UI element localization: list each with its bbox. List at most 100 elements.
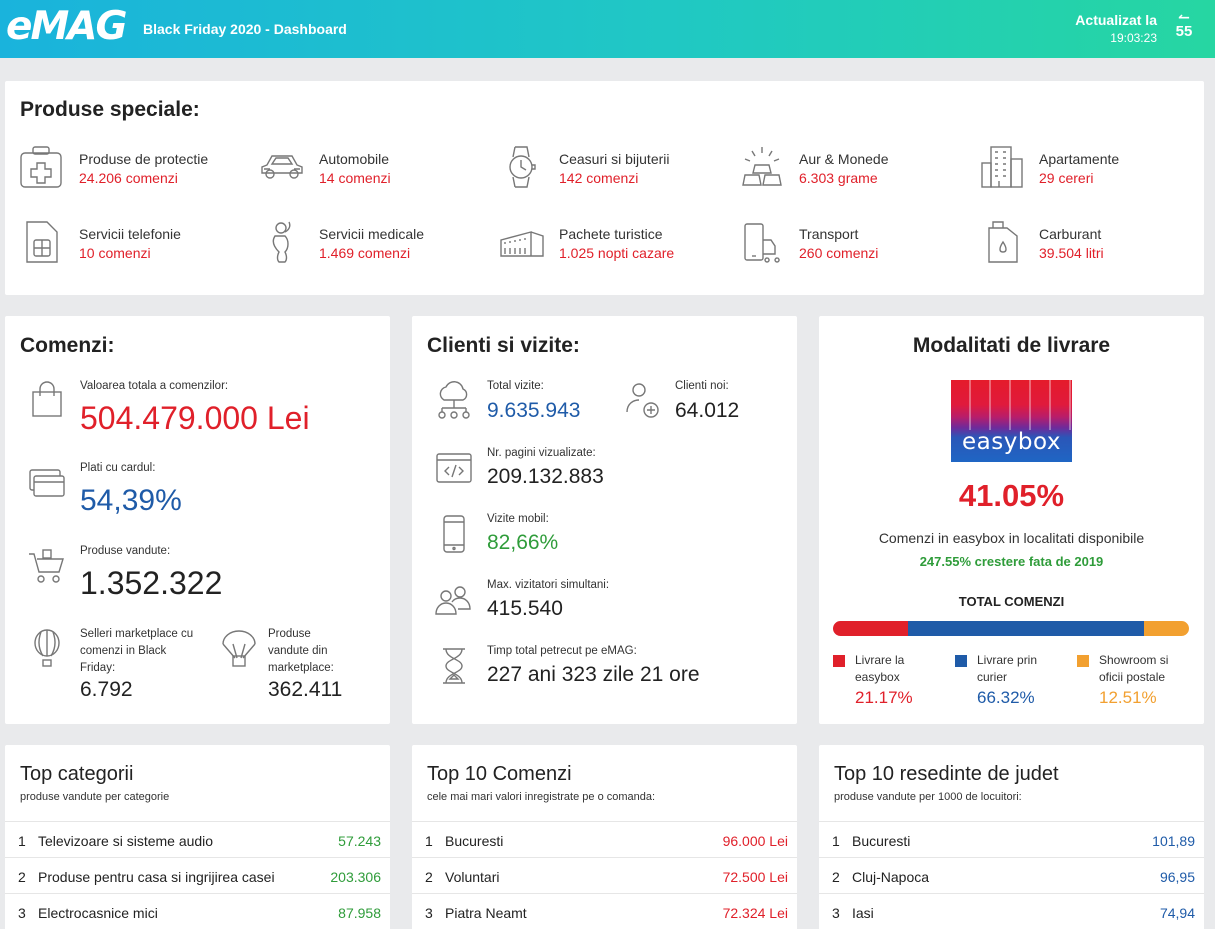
total-value: 504.479.000 Lei — [80, 400, 310, 436]
legend-swatch-red — [833, 655, 845, 667]
refresh-count: 55 — [1175, 23, 1193, 40]
orders-title: Comenzi: — [20, 334, 115, 357]
table-row[interactable]: 3 Piatra Neamt 72.324 Lei — [412, 893, 797, 929]
legend-value: 66.32% — [977, 688, 1035, 707]
table-row[interactable]: 1 Televizoare si sisteme audio 57.243 — [5, 821, 390, 857]
row-rank: 2 — [832, 869, 840, 885]
updated-time: 19:03:23 — [1110, 31, 1157, 45]
row-value: 96.000 Lei — [722, 833, 788, 849]
marketplace-products-value: 362.411 — [268, 678, 343, 701]
row-rank: 3 — [425, 905, 433, 921]
top-counties-title: Top 10 resedinte de judet — [834, 763, 1059, 785]
special-item-value: 1.469 comenzi — [319, 245, 411, 261]
row-value: 96,95 — [1159, 869, 1195, 885]
special-item-name: Servicii medicale — [319, 226, 425, 242]
total-visits-label: Total vizite: — [487, 380, 544, 392]
top-orders-subtitle: cele mai mari valori inregistrate pe o c… — [427, 791, 656, 803]
row-name: Voluntari — [445, 869, 500, 885]
dashboard-title: Black Friday 2020 - Dashboard — [143, 21, 347, 37]
special-item-name: Transport — [799, 226, 859, 242]
clients-card: Clienti si vizite: Total vizite: 9.635.9… — [412, 316, 797, 724]
row-name: Televizoare si sisteme audio — [38, 833, 214, 849]
special-item: Servicii medicale 1.469 comenzi — [259, 218, 489, 268]
page-views-value: 209.132.883 — [487, 465, 604, 488]
emag-logo[interactable]: eMAG — [6, 4, 127, 49]
row-rank: 1 — [425, 833, 433, 849]
smartphone-icon — [443, 515, 465, 553]
mobile-visits-value: 82,66% — [487, 531, 559, 554]
sellers-value: 6.792 — [80, 678, 133, 701]
easybox-brand: easybox — [962, 429, 1061, 455]
row-value: 72.324 Lei — [722, 905, 788, 921]
total-time-value: 227 ani 323 zile 21 ore — [487, 663, 700, 686]
special-item: Ceasuri si bijuterii 142 comenzi — [499, 143, 729, 193]
top-categories-card: Top categorii produse vandute per catego… — [5, 745, 390, 929]
row-rank: 1 — [832, 833, 840, 849]
card-payments-label: Plati cu cardul: — [80, 462, 156, 474]
special-products-title: Produse speciale: — [20, 98, 200, 121]
special-item-name: Pachete turistice — [559, 226, 663, 242]
phone-delivery-icon — [744, 223, 780, 263]
fuel-can-icon — [988, 221, 1018, 263]
delivery-share-bar — [833, 621, 1189, 636]
total-orders-label: TOTAL COMENZI — [958, 594, 1065, 609]
table-row[interactable]: 2 Produse pentru casa si ingrijirea case… — [5, 857, 390, 893]
shopping-bag-icon — [32, 381, 62, 417]
total-time-label: Timp total petrecut pe eMAG: — [487, 645, 637, 657]
row-value: 74,94 — [1159, 905, 1195, 921]
special-item-name: Apartamente — [1039, 151, 1120, 167]
table-row[interactable]: 2 Cluj-Napoca 96,95 — [819, 857, 1204, 893]
browser-code-icon — [436, 453, 472, 483]
easybox-percent: 41.05% — [958, 478, 1065, 513]
legend-value: 12.51% — [1099, 688, 1157, 707]
table-row[interactable]: 3 Electrocasnice mici 87.958 — [5, 893, 390, 929]
first-aid-kit-icon — [20, 146, 62, 188]
top-orders-card: Top 10 Comenzi cele mai mari valori inre… — [412, 745, 797, 929]
special-item-value: 142 comenzi — [559, 170, 639, 186]
total-value-label: Valoarea totala a comenzilor: — [80, 380, 229, 392]
row-rank: 1 — [18, 833, 26, 849]
special-item: Apartamente 29 cereri — [979, 143, 1209, 193]
special-item-value: 260 comenzi — [799, 245, 879, 261]
easybox-description: Comenzi in easybox in localitati disponi… — [878, 530, 1145, 546]
special-item-name: Produse de protectie — [79, 151, 209, 167]
special-item-value: 14 comenzi — [319, 170, 391, 186]
special-item-name: Ceasuri si bijuterii — [559, 151, 670, 167]
table-row[interactable]: 3 Iasi 74,94 — [819, 893, 1204, 929]
medical-icon — [272, 221, 291, 263]
special-item: Produse de protectie 24.206 comenzi — [19, 143, 249, 193]
building-icon — [981, 146, 1023, 188]
row-name: Bucuresti — [852, 833, 911, 849]
sim-card-icon — [26, 221, 58, 263]
refresh-icon: ↼ — [1178, 9, 1190, 25]
top-categories-subtitle: produse vandute per categorie — [20, 791, 170, 803]
refresh-countdown[interactable]: ↼ 55 — [1173, 9, 1195, 41]
row-name: Piatra Neamt — [445, 905, 527, 921]
legend-courier: Livrare prin curier 66.32% — [955, 652, 1070, 708]
legend-label: Livrare prin curier — [977, 653, 1038, 684]
table-row[interactable]: 1 Bucuresti 101,89 — [819, 821, 1204, 857]
credit-card-icon — [29, 469, 65, 497]
top-counties-card: Top 10 resedinte de judet produse vandut… — [819, 745, 1204, 929]
special-item: Aur & Monede 6.303 grame — [739, 143, 969, 193]
legend-swatch-blue — [955, 655, 967, 667]
new-clients-label: Clienti noi: — [675, 380, 729, 392]
special-item: Pachete turistice 1.025 nopti cazare — [499, 218, 729, 268]
row-name: Iasi — [852, 905, 874, 921]
row-name: Bucuresti — [445, 833, 504, 849]
table-row[interactable]: 2 Voluntari 72.500 Lei — [412, 857, 797, 893]
legend-easybox: Livrare la easybox 21.17% — [833, 652, 943, 708]
row-value: 57.243 — [338, 833, 381, 849]
products-sold-value: 1.352.322 — [80, 565, 223, 601]
top-categories-title: Top categorii — [20, 763, 134, 785]
special-item-value: 29 cereri — [1039, 170, 1094, 186]
row-rank: 2 — [425, 869, 433, 885]
new-clients-value: 64.012 — [675, 399, 740, 422]
row-rank: 3 — [18, 905, 26, 921]
top-bar: eMAG Black Friday 2020 - Dashboard Actua… — [0, 0, 1215, 58]
shopping-cart-icon — [29, 549, 64, 583]
row-rank: 3 — [832, 905, 840, 921]
special-item-value: 39.504 litri — [1039, 245, 1104, 261]
share-segment-showroom — [1144, 621, 1189, 636]
table-row[interactable]: 1 Bucuresti 96.000 Lei — [412, 821, 797, 857]
